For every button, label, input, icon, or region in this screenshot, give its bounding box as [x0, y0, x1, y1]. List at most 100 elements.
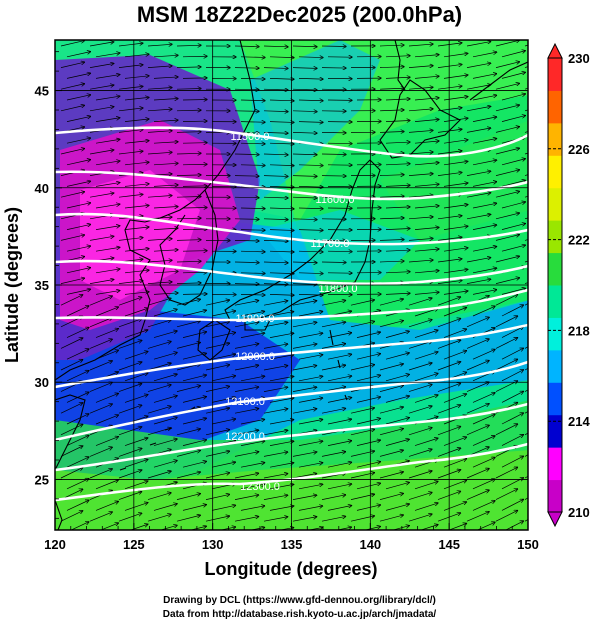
wind-arrow — [437, 151, 462, 155]
wind-arrow — [408, 492, 432, 500]
x-tick-label: 130 — [202, 537, 224, 552]
wind-arrow — [60, 192, 84, 198]
wind-arrow — [437, 64, 462, 68]
x-tick-label: 140 — [359, 537, 381, 552]
wind-arrow — [95, 139, 120, 144]
wind-arrow — [495, 359, 517, 371]
wind-arrow — [472, 160, 497, 166]
wind-arrow — [472, 95, 497, 101]
wind-arrow — [495, 170, 519, 176]
wind-arrow — [124, 481, 148, 490]
wind-arrow — [176, 261, 201, 262]
wind-arrow — [147, 298, 171, 306]
wind-arrow — [89, 193, 114, 198]
wind-arrow — [495, 489, 517, 500]
wind-arrow — [205, 494, 229, 500]
wind-arrow — [66, 95, 90, 101]
wind-arrow — [443, 140, 468, 144]
wind-arrow — [234, 89, 259, 90]
wind-arrow — [379, 45, 404, 46]
wind-arrow — [443, 394, 466, 403]
contour-label: 12200.0 — [225, 431, 265, 443]
wind-arrow — [269, 463, 294, 468]
wind-arrow — [153, 55, 178, 56]
wind-arrow — [205, 300, 229, 306]
wind-arrow — [89, 236, 114, 241]
wind-arrow — [182, 397, 206, 403]
height-contours: 11500.0 11600.0 11700.0 11800.0 11900.0 12000… — [55, 126, 528, 502]
wind-arrow — [466, 42, 491, 47]
wind-arrow — [356, 483, 380, 490]
wind-arrow — [234, 473, 259, 479]
wind-arrow — [66, 327, 89, 338]
wind-arrow — [466, 469, 489, 479]
wind-arrow — [408, 471, 432, 479]
wind-arrow — [95, 118, 120, 122]
wind-arrow — [89, 150, 114, 155]
colorbar-segment — [548, 155, 562, 189]
wind-arrow — [118, 492, 142, 500]
wind-arrow — [414, 271, 439, 274]
wind-arrow — [182, 418, 206, 425]
wind-arrow — [472, 182, 497, 187]
x-axis-label: Longitude (degrees) — [204, 559, 377, 579]
wind-arrow — [182, 121, 207, 122]
wind-arrow — [211, 311, 235, 317]
wind-arrow — [182, 375, 206, 382]
contour-label: 11700.0 — [311, 238, 350, 250]
wind-arrow — [182, 332, 206, 338]
wind-arrow — [408, 130, 433, 132]
wind-arrow — [89, 296, 112, 306]
wind-arrow — [153, 396, 177, 403]
wind-arrow — [95, 269, 120, 274]
wind-arrow — [298, 355, 323, 360]
wind-arrow — [495, 62, 519, 68]
wind-arrow — [292, 219, 317, 220]
colorbar-segment — [548, 414, 562, 448]
wind-arrow — [66, 203, 90, 209]
height-contour — [55, 126, 528, 158]
wind-arrow — [321, 452, 346, 457]
wind-arrow — [234, 219, 259, 220]
colorbar-segment — [548, 90, 562, 124]
wind-arrow — [66, 371, 89, 382]
wind-arrow — [263, 219, 288, 220]
wind-arrow — [269, 376, 294, 382]
x-tick-label: 150 — [517, 537, 539, 552]
wind-arrow — [501, 245, 525, 252]
wind-arrow — [153, 309, 177, 317]
wind-arrow — [408, 514, 432, 522]
wind-arrow — [263, 301, 288, 306]
wind-arrow — [153, 163, 178, 164]
wind-arrow — [60, 468, 83, 479]
wind-arrow — [153, 439, 177, 446]
wind-arrow — [385, 250, 410, 251]
wind-arrow — [263, 89, 288, 90]
wind-arrow — [501, 288, 525, 295]
wind-arrow — [263, 474, 288, 479]
colorbar-tick-label: 222 — [568, 233, 590, 248]
wind-arrow — [472, 393, 495, 403]
wind-arrow — [240, 208, 265, 209]
wind-arrow — [321, 387, 346, 392]
wind-arrow — [298, 78, 323, 79]
wind-arrow — [176, 283, 201, 284]
colorbar-segment — [548, 382, 562, 416]
wind-arrow — [263, 262, 288, 263]
wind-arrow — [408, 217, 433, 219]
wind-arrow — [437, 86, 462, 90]
wind-arrow — [292, 68, 317, 69]
wind-arrow — [189, 526, 206, 530]
wind-arrow — [385, 504, 409, 511]
wind-arrow — [443, 75, 468, 79]
wind-arrow — [292, 322, 317, 328]
wind-arrow — [95, 247, 120, 252]
wind-arrow — [176, 88, 201, 89]
wind-arrow — [437, 259, 462, 263]
x-tick-label: 125 — [123, 537, 145, 552]
wind-arrow — [240, 441, 265, 446]
wind-arrow — [466, 361, 489, 371]
wind-arrow — [147, 44, 172, 46]
wind-arrow — [298, 57, 323, 58]
